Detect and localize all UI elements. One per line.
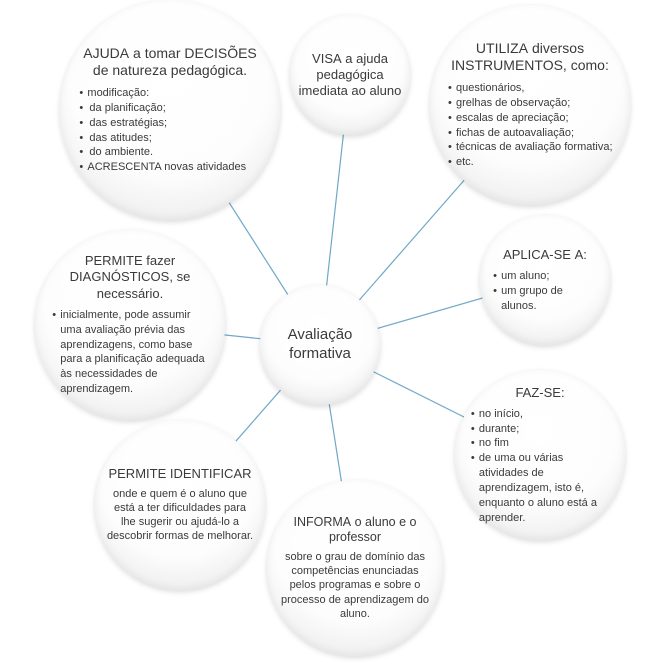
bullet-item: questionários, xyxy=(448,81,616,96)
bubble-content: Avaliação formativa xyxy=(268,326,371,364)
bullet-item: técnicas de avaliação formativa; xyxy=(448,140,616,155)
bubble-content: INFORMA o aluno e o professor sobre o gra… xyxy=(279,515,430,622)
bubble-title: INFORMA o aluno e o professor xyxy=(279,515,430,546)
bullet-item: etc. xyxy=(448,155,616,170)
diagram-container: AJUDA a tomar DECISÕES de natureza pedag… xyxy=(0,0,660,672)
bullet-item: modificação: xyxy=(79,86,264,101)
bullet-item: no início, xyxy=(471,407,613,422)
bullet-item: do ambiente. xyxy=(79,145,264,160)
bullet-item: um grupo de alunos. xyxy=(493,284,601,314)
bubble-content: AJUDA a tomar DECISÕES de natureza pedag… xyxy=(75,45,264,175)
bubble-faz: FAZ-SE: no início,durante;no fimde uma ou… xyxy=(455,370,625,540)
bubble-content: VISA a ajuda pedagógica imediata ao alun… xyxy=(298,51,401,100)
bubble-bullets: inicialmente, pode assumir uma avaliação… xyxy=(48,308,211,397)
bullet-item: de uma ou várias atividades de aprendiza… xyxy=(471,451,613,525)
bullet-item: das atitudes; xyxy=(79,131,264,146)
bubble-bullets: questionários,grelhas de observação;esca… xyxy=(444,81,616,170)
bullet-item: da planificação; xyxy=(79,101,264,116)
bullet-item: um aluno; xyxy=(493,269,601,284)
bullet-item: escalas de apreciação; xyxy=(448,111,616,126)
bubble-title: APLICA-SE A: xyxy=(489,247,601,263)
bubble-content: APLICA-SE A: um aluno;um grupo de alunos. xyxy=(489,247,601,314)
bubble-bullets: modificação:da planificação;das estratég… xyxy=(75,86,264,175)
bullet-item: no fim xyxy=(471,436,613,451)
bubble-decisoes: AJUDA a tomar DECISÕES de natureza pedag… xyxy=(60,0,280,220)
bubble-content: PERMITE IDENTIFICAR onde e quem é o aluno… xyxy=(107,466,253,543)
bubble-content: PERMITE fazer DIAGNÓSTICOS, se necessári… xyxy=(48,253,211,397)
bubble-title: UTILIZA diversos INSTRUMENTOS, como: xyxy=(444,40,616,75)
bubble-informa: INFORMA o aluno e o professor sobre o gra… xyxy=(267,480,443,656)
bubble-content: FAZ-SE: no início,durante;no fimde uma ou… xyxy=(467,385,613,526)
bubble-visa: VISA a ajuda pedagógica imediata ao alun… xyxy=(290,15,410,135)
bullet-item: das estratégias; xyxy=(79,116,264,131)
bubble-diagnosticos: PERMITE fazer DIAGNÓSTICOS, se necessári… xyxy=(35,230,225,420)
bullet-item: durante; xyxy=(471,422,613,437)
bullet-item: ACRESCENTA novas atividades xyxy=(79,160,264,175)
bullet-item: fichas de autoavaliação; xyxy=(448,126,616,141)
bubble-identificar: PERMITE IDENTIFICAR onde e quem é o aluno… xyxy=(95,420,265,590)
bubble-subtitle: onde e quem é o aluno que está a ter dif… xyxy=(107,487,253,544)
bubble-title: VISA a ajuda pedagógica imediata ao alun… xyxy=(298,51,401,100)
bubble-content: UTILIZA diversos INSTRUMENTOS, como: ques… xyxy=(444,40,616,170)
bubble-title: PERMITE IDENTIFICAR xyxy=(107,466,253,482)
center-title: Avaliação formativa xyxy=(268,326,371,364)
bubble-title: PERMITE fazer DIAGNÓSTICOS, se necessári… xyxy=(48,253,211,302)
bullet-item: grelhas de observação; xyxy=(448,96,616,111)
bubble-utiliza: UTILIZA diversos INSTRUMENTOS, como: ques… xyxy=(430,5,630,205)
bubble-title: AJUDA a tomar DECISÕES de natureza pedag… xyxy=(75,45,264,80)
bubble-bullets: no início,durante;no fimde uma ou várias… xyxy=(467,407,613,526)
bubble-bullets: um aluno;um grupo de alunos. xyxy=(489,269,601,314)
bubble-aplica: APLICA-SE A: um aluno;um grupo de alunos. xyxy=(480,215,610,345)
bubble-title: FAZ-SE: xyxy=(467,385,613,401)
center-bubble: Avaliação formativa xyxy=(260,285,380,405)
bubble-subtitle: sobre o grau de domínio das competências… xyxy=(279,550,430,621)
bullet-item: inicialmente, pode assumir uma avaliação… xyxy=(52,308,211,397)
